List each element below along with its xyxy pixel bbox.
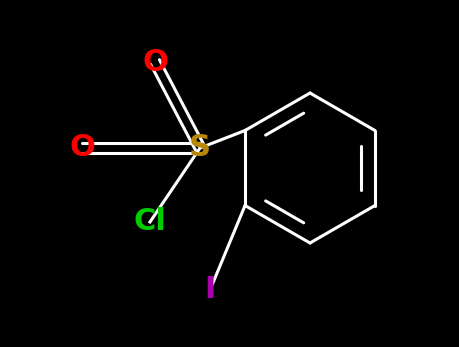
Text: O: O: [69, 134, 95, 162]
Text: S: S: [189, 134, 211, 162]
Text: O: O: [142, 48, 168, 76]
Text: I: I: [204, 276, 215, 305]
Text: Cl: Cl: [133, 208, 166, 237]
